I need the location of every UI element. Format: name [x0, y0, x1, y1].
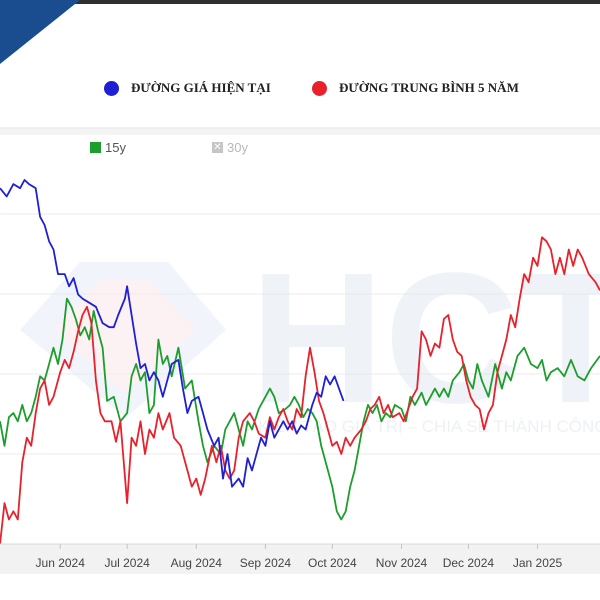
period-toolbar: 15y ✕ 30y	[0, 140, 600, 162]
series-layer	[0, 179, 600, 545]
x-tick-label: Dec 2024	[443, 556, 495, 570]
x-tick-label: Jun 2024	[36, 556, 86, 570]
period-label: 30y	[227, 140, 248, 155]
legend-dot-blue-icon	[104, 80, 119, 96]
series-line-5y-average[interactable]	[0, 236, 600, 545]
series-line-current-price[interactable]	[0, 179, 345, 488]
legend-label: ĐƯỜNG GIÁ HIỆN TẠI	[131, 80, 271, 95]
checkbox-checked-icon	[90, 142, 101, 153]
x-axis-ticks: Jun 2024 Jul 2024 Aug 2024 Sep 2024 Oct 2024…	[36, 544, 563, 570]
x-tick-label: Jan 2025	[513, 556, 563, 570]
x-tick-label: Oct 2024	[308, 556, 357, 570]
period-toggle-30y[interactable]: ✕ 30y	[212, 140, 248, 155]
x-tick-label: Nov 2024	[376, 556, 428, 570]
period-label: 15y	[105, 140, 126, 155]
watermark-logo-inner-icon	[54, 280, 196, 394]
x-tick-label: Aug 2024	[171, 556, 223, 570]
period-toggle-15y[interactable]: 15y	[90, 140, 126, 155]
checkbox-unchecked-icon: ✕	[212, 142, 223, 153]
watermark-slogan: KIẾN TẠO GIÁ TRỊ – CHIA SẺ THÀNH CÔNG	[258, 417, 600, 436]
legend-item-5y-average[interactable]: ĐƯỜNG TRUNG BÌNH 5 NĂM	[312, 80, 519, 96]
x-tick-label: Jul 2024	[104, 556, 150, 570]
plot-top-strip	[0, 128, 600, 135]
legend-item-current-price[interactable]: ĐƯỜNG GIÁ HIỆN TẠI	[104, 80, 271, 96]
legend-dot-red-icon	[312, 80, 327, 96]
series-line-15y[interactable]	[0, 297, 600, 521]
corner-banner	[0, 0, 80, 64]
x-axis-band	[0, 544, 600, 574]
top-bar	[0, 0, 600, 4]
legend-label: ĐƯỜNG TRUNG BÌNH 5 NĂM	[339, 80, 519, 95]
legend: ĐƯỜNG GIÁ HIỆN TẠI ĐƯỜNG TRUNG BÌNH 5 NĂ…	[0, 80, 600, 102]
x-tick-label: Sep 2024	[240, 556, 292, 570]
